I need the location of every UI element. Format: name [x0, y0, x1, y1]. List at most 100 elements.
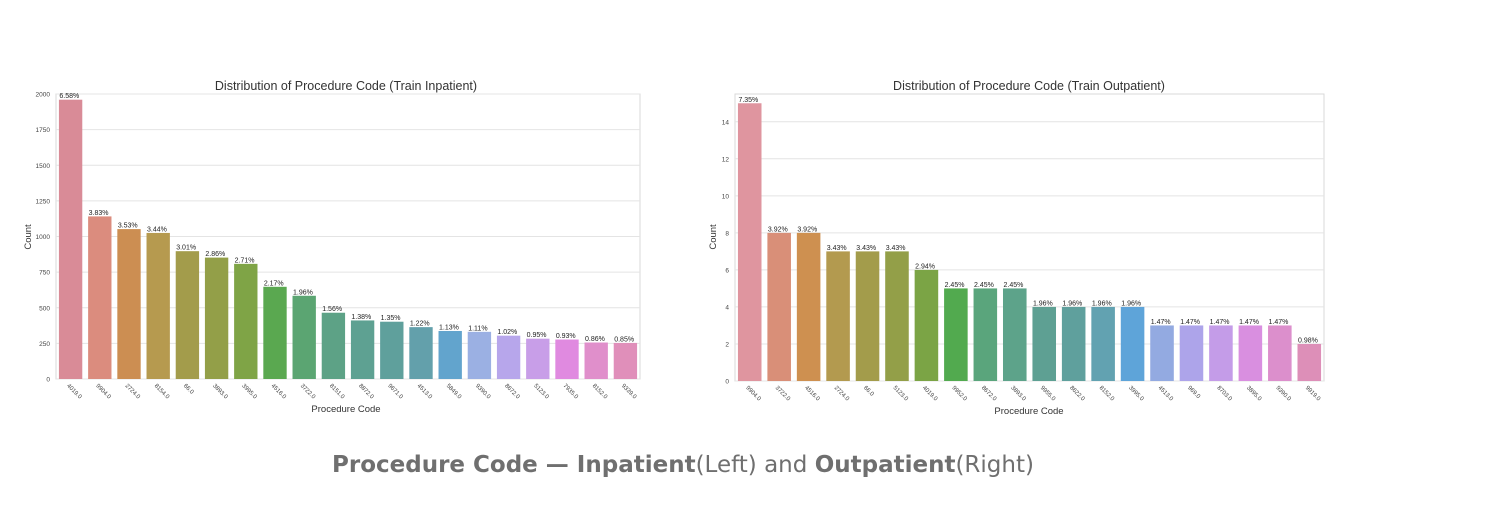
- y-tick-label: 12: [722, 156, 730, 163]
- x-tick-label: 8154.0: [153, 383, 171, 401]
- data-label: 1.96%: [293, 289, 313, 296]
- data-label: 2.86%: [205, 251, 225, 258]
- bar: [58, 99, 83, 379]
- bar: [380, 321, 404, 379]
- data-label: 1.11%: [468, 325, 487, 332]
- x-tick-label: 66.0: [182, 383, 195, 396]
- data-label: 1.47%: [1151, 319, 1171, 326]
- data-label: 2.45%: [945, 282, 965, 289]
- bar: [973, 288, 998, 381]
- chart-outpatient: Distribution of Procedure Code (Train Ou…: [700, 0, 1360, 435]
- y-tick-label: 2: [725, 341, 729, 348]
- bar: [855, 251, 880, 381]
- y-tick-label: 10: [722, 193, 730, 200]
- data-label: 3.53%: [118, 223, 138, 230]
- bar: [1209, 325, 1233, 381]
- bar: [1032, 306, 1057, 381]
- x-tick-label: 5123.0: [892, 385, 910, 403]
- bar: [496, 335, 521, 379]
- plot-area: [734, 93, 1325, 382]
- x-axis-label: Procedure Code: [311, 404, 380, 415]
- data-label: 2.45%: [1003, 282, 1023, 289]
- y-tick-label: 1000: [36, 234, 51, 241]
- y-tick-label: 750: [39, 270, 50, 277]
- data-label: 3.92%: [797, 226, 817, 233]
- x-tick-label: 3995.0: [240, 383, 258, 401]
- data-label: 1.38%: [351, 314, 371, 321]
- x-tick-label: 9339.0: [620, 383, 638, 401]
- x-tick-label: 4019.0: [65, 383, 83, 401]
- x-axis-label: Procedure Code: [994, 406, 1063, 417]
- y-tick-label: 2000: [36, 92, 51, 99]
- data-label: 0.85%: [614, 336, 634, 343]
- data-label: 1.47%: [1180, 319, 1200, 326]
- x-tick-label: 8672.0: [503, 383, 521, 401]
- bar: [438, 330, 462, 379]
- x-tick-label: 8703.0: [1216, 385, 1234, 403]
- data-label: 2.71%: [235, 257, 255, 264]
- x-tick-label: 4516.0: [803, 385, 821, 403]
- data-label: 0.95%: [527, 332, 547, 339]
- x-tick-label: 9919.0: [1304, 385, 1322, 403]
- bar: [175, 251, 200, 379]
- bar: [914, 269, 939, 381]
- y-tick-label: 1250: [36, 198, 51, 205]
- bar: [1297, 343, 1322, 381]
- x-tick-label: 8151.0: [328, 383, 346, 401]
- data-label: 1.35%: [381, 315, 401, 322]
- x-tick-label: 4516.0: [270, 383, 288, 401]
- x-tick-label: 2724.0: [833, 385, 851, 403]
- x-tick-label: 3995.0: [1127, 385, 1145, 403]
- data-label: 3.83%: [89, 210, 109, 217]
- figure-caption: Procedure Code — Inpatient(Left) and Out…: [0, 452, 1366, 478]
- bar: [321, 312, 346, 379]
- x-tick-label: 4513.0: [416, 383, 434, 401]
- x-tick-label: 969.0: [1186, 385, 1201, 400]
- data-label: 3.44%: [147, 226, 167, 233]
- bar: [796, 232, 821, 381]
- caption-text-right: (Right): [955, 452, 1034, 478]
- x-tick-label: 9955.0: [1039, 385, 1057, 403]
- data-label: 1.02%: [497, 329, 517, 336]
- x-tick-label: 9671.0: [386, 383, 404, 401]
- bar: [613, 342, 638, 379]
- x-tick-label: 9390.0: [474, 383, 492, 401]
- data-label: 2.94%: [915, 263, 935, 270]
- y-tick-label: 250: [39, 341, 50, 348]
- data-label: 0.98%: [1298, 337, 1318, 344]
- bar: [1091, 306, 1115, 381]
- y-tick-label: 500: [39, 305, 50, 312]
- y-tick-label: 8: [725, 230, 729, 237]
- x-tick-label: 9904.0: [94, 383, 112, 401]
- bar: [737, 103, 762, 382]
- data-label: 7.35%: [738, 97, 758, 104]
- x-tick-label: 3893.0: [1009, 385, 1027, 403]
- x-tick-label: 66.0: [862, 385, 875, 398]
- x-tick-label: 5123.0: [532, 383, 550, 401]
- x-tick-label: 8152.0: [1098, 385, 1116, 403]
- data-label: 3.92%: [768, 226, 788, 233]
- data-label: 1.56%: [322, 306, 342, 313]
- x-tick-label: 7935.0: [562, 383, 580, 401]
- data-label: 3.43%: [856, 245, 876, 252]
- chart-title: Distribution of Procedure Code (Train Ou…: [893, 79, 1165, 93]
- x-tick-label: 9952.0: [950, 385, 968, 403]
- bar: [1061, 306, 1086, 381]
- bar: [555, 339, 579, 379]
- data-label: 1.96%: [1092, 300, 1112, 307]
- data-label: 3.43%: [886, 245, 906, 252]
- data-label: 0.86%: [585, 336, 605, 343]
- x-tick-label: 3895.0: [1245, 385, 1263, 403]
- bar: [234, 263, 258, 379]
- data-label: 2.17%: [264, 280, 284, 287]
- x-tick-label: 4019.0: [921, 385, 939, 403]
- chart-inpatient: Distribution of Procedure Code (Train In…: [0, 0, 660, 435]
- y-tick-label: 6: [725, 267, 729, 274]
- bar: [117, 229, 141, 379]
- data-label: 1.47%: [1210, 319, 1230, 326]
- bar: [467, 331, 492, 379]
- y-tick-label: 0: [725, 379, 729, 386]
- data-label: 1.96%: [1121, 300, 1141, 307]
- caption-text-left: (Left) and: [695, 452, 815, 478]
- x-tick-label: 8152.0: [591, 383, 609, 401]
